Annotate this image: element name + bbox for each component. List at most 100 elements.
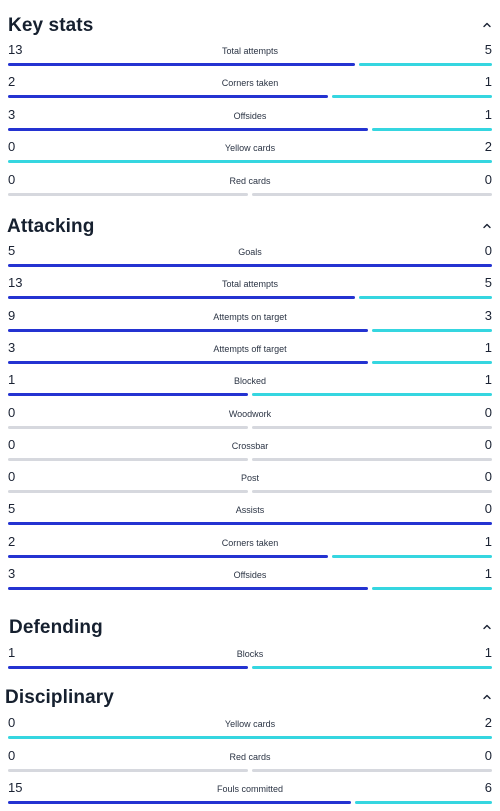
stat-row-assists: 5 Assists 0 (0, 500, 500, 526)
home-value: 0 (8, 715, 16, 730)
away-value: 1 (484, 566, 492, 581)
home-bar (8, 490, 248, 494)
home-value: 0 (8, 436, 16, 452)
home-value: 13 (8, 42, 23, 57)
stat-label: Corners taken (221, 78, 279, 89)
home-bar (8, 801, 351, 805)
stat-label: Post (240, 473, 259, 484)
away-bar (372, 127, 492, 131)
stat-row-red-cards: 0 Red cards 0 (0, 747, 500, 773)
home-value: 2 (8, 533, 16, 549)
chevron-up-icon[interactable] (482, 692, 492, 702)
stat-row-post: 0 Post 0 (0, 468, 500, 494)
stat-label: Blocks (236, 649, 264, 659)
away-bar (252, 768, 492, 772)
stat-label: Assists (235, 505, 265, 516)
away-value: 5 (484, 275, 492, 291)
home-bar (8, 264, 492, 267)
away-value: 0 (484, 243, 492, 258)
away-bar (252, 192, 492, 196)
away-value: 1 (484, 106, 492, 122)
chevron-up-icon[interactable] (482, 221, 492, 231)
home-bar (8, 768, 248, 772)
stat-label: Goals (238, 247, 262, 257)
home-value: 0 (8, 747, 16, 763)
away-bar (332, 554, 492, 558)
stat-label: Woodwork (228, 408, 272, 419)
away-value: 0 (484, 436, 492, 452)
home-value: 2 (8, 74, 16, 90)
attacking-section-header[interactable]: Attacking (0, 214, 500, 240)
home-bar (8, 360, 368, 364)
home-value: 0 (8, 404, 16, 420)
stat-label: Attempts off target (213, 343, 287, 354)
stat-row-total-attempts: 13 Total attempts 5 (0, 41, 500, 67)
home-value: 0 (8, 469, 16, 485)
stat-label: Yellow cards (224, 143, 276, 154)
away-value: 1 (484, 645, 492, 660)
home-value: 1 (8, 372, 16, 388)
stat-row-attempts-on-target: 9 Attempts on target 3 (0, 307, 500, 333)
away-bar (8, 160, 492, 164)
home-value: 9 (8, 307, 16, 323)
stat-row-blocked: 1 Blocked 1 (0, 371, 500, 397)
stat-label: Red cards (229, 175, 271, 186)
away-bar (372, 587, 492, 590)
away-bar (252, 393, 492, 397)
home-value: 3 (8, 339, 16, 355)
chevron-up-icon[interactable] (482, 20, 492, 30)
home-value: 3 (8, 566, 16, 581)
home-bar (8, 192, 248, 196)
stat-row-corners-taken: 2 Corners taken 1 (0, 73, 500, 99)
away-value: 3 (484, 307, 492, 323)
home-value: 3 (8, 106, 16, 122)
home-bar (8, 95, 328, 99)
chevron-up-icon[interactable] (482, 622, 492, 632)
home-bar (8, 328, 368, 332)
home-value: 1 (8, 645, 16, 660)
away-value: 2 (484, 715, 492, 730)
away-bar (358, 63, 492, 66)
away-value: 0 (484, 747, 492, 763)
stat-row-fouls-committed: 15 Fouls committed 6 (0, 779, 500, 805)
home-bar (8, 666, 248, 669)
disciplinary-section-header[interactable]: Disciplinary (0, 685, 500, 711)
stat-row-corners-taken: 2 Corners taken 1 (0, 533, 500, 559)
stat-label: Attempts on target (213, 311, 287, 322)
section-title: Defending (9, 617, 103, 638)
home-bar (8, 425, 248, 429)
away-value: 5 (484, 42, 492, 57)
away-bar (372, 328, 492, 332)
stat-row-goals: 5 Goals 0 (0, 242, 500, 268)
home-value: 5 (8, 243, 16, 258)
stat-row-offsides: 3 Offsides 1 (0, 106, 500, 132)
key-stats-section-header[interactable]: Key stats (0, 13, 500, 39)
home-bar (8, 587, 368, 590)
defending-section-header[interactable]: Defending (0, 615, 500, 641)
away-bar (332, 95, 492, 99)
home-bar (8, 296, 355, 300)
home-value: 15 (8, 780, 23, 796)
stat-label: Total attempts (221, 279, 279, 290)
home-value: 0 (8, 171, 16, 187)
stat-label: Blocked (233, 376, 267, 387)
away-bar (252, 457, 492, 461)
home-value: 13 (8, 275, 23, 291)
away-value: 1 (484, 339, 492, 355)
stat-label: Corners taken (221, 537, 279, 548)
home-bar (8, 554, 328, 558)
stat-label: Yellow cards (224, 719, 276, 729)
home-value: 5 (8, 501, 16, 517)
home-bar (8, 63, 355, 66)
away-bar (8, 736, 492, 739)
section-title: Disciplinary (5, 687, 114, 708)
stat-row-total-attempts: 13 Total attempts 5 (0, 274, 500, 300)
away-value: 0 (484, 501, 492, 517)
stat-label: Fouls committed (216, 784, 284, 795)
away-value: 0 (484, 404, 492, 420)
home-bar (8, 393, 248, 397)
stat-label: Red cards (229, 751, 271, 762)
stat-label: Offsides (233, 570, 267, 580)
away-value: 0 (484, 171, 492, 187)
